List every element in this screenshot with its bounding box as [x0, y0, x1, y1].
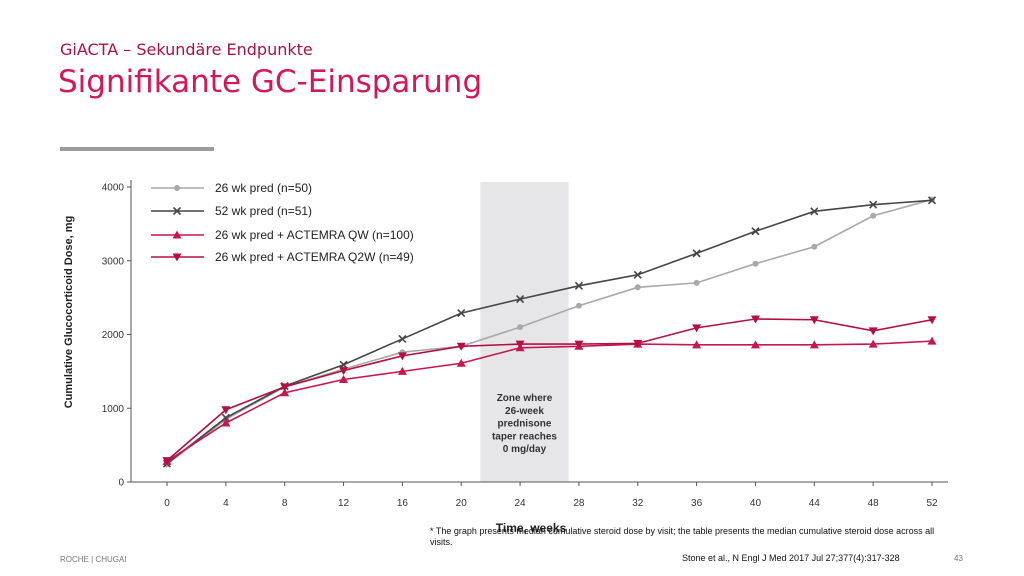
x-tick-label: 12 [338, 498, 350, 509]
x-tick-label: 44 [809, 498, 821, 509]
x-tick-label: 48 [868, 498, 880, 509]
x-tick-label: 52 [926, 498, 938, 509]
data-point [809, 340, 819, 349]
data-point [633, 339, 643, 348]
data-point [750, 315, 760, 324]
data-point [515, 340, 525, 349]
page-number: 43 [954, 554, 963, 563]
data-point [692, 249, 701, 258]
title-underline [60, 147, 214, 151]
x-tick-label: 8 [282, 498, 288, 509]
data-point [811, 243, 818, 250]
footer-company: ROCHE | CHUGAI [60, 555, 127, 564]
data-point [221, 413, 230, 422]
legend-item-3: 26 wk pred + ACTEMRA QW (n=100) [151, 228, 414, 242]
x-tick-label: 28 [573, 498, 585, 509]
legend-label: 52 wk pred (n=51) [215, 204, 312, 218]
data-point [221, 406, 231, 415]
data-point [633, 270, 642, 279]
data-point [280, 388, 290, 397]
data-point [456, 342, 466, 351]
data-point [397, 366, 407, 375]
data-point [162, 457, 172, 466]
footnote: * The graph presents median cumulative s… [430, 526, 935, 547]
data-point [751, 227, 760, 236]
data-point [575, 302, 582, 309]
y-tick-label: 4000 [102, 183, 125, 194]
data-point [339, 374, 349, 383]
taper-zone-region [480, 182, 569, 482]
data-point [516, 295, 525, 304]
x-tick-label: 36 [691, 498, 703, 509]
data-point [692, 340, 702, 349]
series-line-4 [166, 318, 933, 462]
data-point [280, 383, 290, 392]
data-point [221, 418, 231, 427]
data-point [398, 334, 407, 343]
data-point [339, 360, 348, 369]
data-point [927, 316, 937, 325]
x-tick-label: 16 [397, 498, 409, 509]
y-tick-label: 1000 [102, 404, 125, 415]
legend-label: 26 wk pred + ACTEMRA QW (n=100) [215, 228, 414, 242]
data-point [927, 196, 937, 205]
data-point [693, 279, 700, 286]
data-point [869, 200, 878, 209]
x-tick-label: 4 [223, 498, 229, 509]
legend-label: 26 wk pred + ACTEMRA Q2W (n=49) [215, 250, 414, 264]
y-tick-label: 2000 [102, 330, 125, 341]
x-axis-title: Time, weeks [496, 521, 567, 535]
citation: Stone et al., N Engl J Med 2017 Jul 27;3… [682, 553, 900, 563]
y-axis-title: Cumulative Glucocorticoid Dose, mg [63, 216, 75, 409]
data-point [517, 324, 524, 331]
data-point [634, 284, 641, 291]
slide-title: Signifikante GC-Einsparung [58, 64, 483, 100]
x-tick-label: 24 [515, 498, 527, 509]
legend-item-2: 52 wk pred (n=51) [151, 204, 312, 218]
data-point [692, 324, 702, 333]
data-point [339, 367, 349, 376]
series-line-2 [166, 199, 933, 465]
data-point [868, 339, 878, 348]
data-point [752, 260, 759, 267]
legend-marker [172, 206, 182, 216]
data-point [456, 358, 466, 367]
legend-marker [172, 230, 182, 239]
taper-zone-label: Zone where 26-week prednisone taper reaches… [492, 393, 557, 455]
y-tick-label: 0 [118, 478, 124, 489]
data-point [927, 336, 937, 345]
y-tick-label: 3000 [102, 256, 125, 267]
x-tick-label: 32 [632, 498, 644, 509]
data-point [750, 340, 760, 349]
x-tick-label: 40 [750, 498, 762, 509]
data-point [457, 309, 466, 318]
legend-item-4: 26 wk pred + ACTEMRA Q2W (n=49) [151, 250, 414, 264]
data-point [810, 207, 819, 216]
data-point [574, 281, 583, 290]
x-tick-label: 20 [456, 498, 468, 509]
slide-subtitle: GiACTA – Sekundäre Endpunkte [60, 40, 313, 59]
data-point [870, 212, 877, 219]
data-point [809, 316, 819, 325]
data-point [574, 340, 584, 349]
data-point [397, 352, 407, 361]
x-tick-label: 0 [164, 498, 170, 509]
data-point [868, 327, 878, 336]
legend-label: 26 wk pred (n=50) [215, 181, 312, 195]
legend-marker [172, 253, 182, 262]
series-line-3 [166, 340, 933, 463]
legend-item-1: 26 wk pred (n=50) [151, 181, 312, 195]
legend-marker [174, 185, 180, 191]
